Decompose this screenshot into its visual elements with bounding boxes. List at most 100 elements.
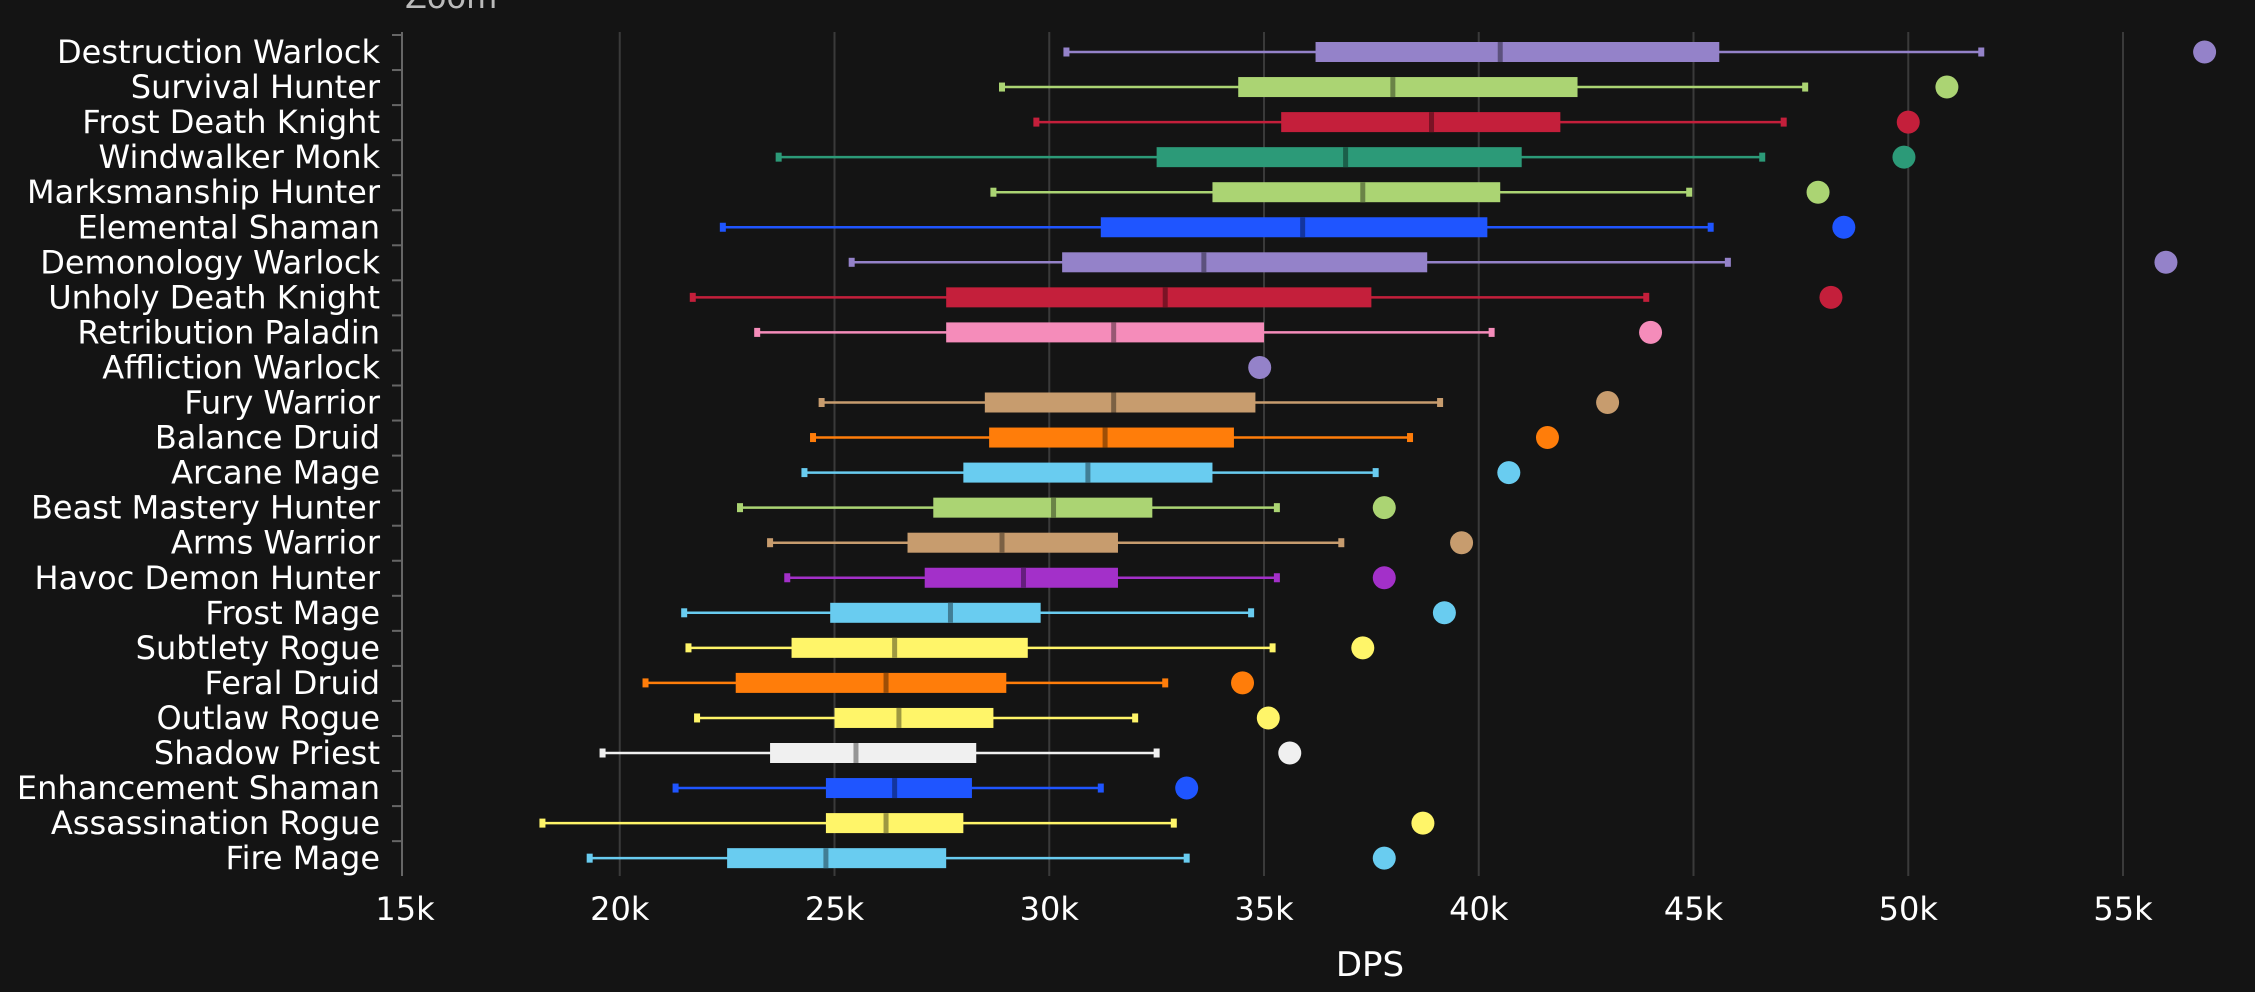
iqr-box bbox=[1100, 217, 1488, 238]
whisker-min-cap bbox=[586, 853, 593, 863]
top-parse-dot bbox=[1175, 776, 1199, 800]
category-label: Subtlety Rogue bbox=[136, 629, 380, 667]
top-parse-dot bbox=[1231, 671, 1255, 695]
median-marker bbox=[947, 602, 953, 623]
category-label: Havoc Demon Hunter bbox=[35, 559, 381, 597]
top-parse-dot bbox=[1819, 285, 1843, 309]
median-marker bbox=[1111, 322, 1117, 343]
whisker-max-cap bbox=[1488, 327, 1495, 337]
category-label: Shadow Priest bbox=[154, 734, 380, 772]
whisker-max-cap bbox=[1724, 257, 1731, 267]
x-tick-label: 40k bbox=[1449, 890, 1509, 928]
iqr-box bbox=[1062, 252, 1428, 273]
category-label: Affliction Warlock bbox=[102, 348, 380, 386]
category-label: Retribution Paladin bbox=[77, 313, 380, 351]
whisker-min-cap bbox=[681, 608, 688, 618]
whisker-min-cap bbox=[775, 152, 782, 162]
whisker-min-cap bbox=[801, 468, 808, 478]
top-parse-dot bbox=[1892, 145, 1916, 169]
top-parse-dot bbox=[1596, 391, 1620, 414]
iqr-box bbox=[1212, 182, 1501, 203]
gridlines bbox=[618, 32, 2124, 876]
whisker-max-cap bbox=[1170, 818, 1177, 828]
category-label: Fury Warrior bbox=[184, 384, 381, 422]
top-parse-dot bbox=[1935, 75, 1959, 99]
median-marker bbox=[892, 637, 898, 658]
category-label: Beast Mastery Hunter bbox=[31, 489, 381, 527]
median-marker bbox=[999, 532, 1005, 553]
iqr-box bbox=[735, 672, 1007, 693]
whisker-max-cap bbox=[1338, 538, 1345, 548]
top-parse-dot bbox=[1450, 531, 1474, 555]
median-marker bbox=[1162, 287, 1168, 308]
category-label: Survival Hunter bbox=[131, 68, 381, 106]
category-label: Fire Mage bbox=[226, 839, 381, 877]
top-parse-dot bbox=[1896, 110, 1920, 134]
median-marker bbox=[1429, 112, 1435, 133]
whisker-max-cap bbox=[1437, 398, 1444, 407]
median-marker bbox=[1020, 567, 1026, 588]
whisker-max-cap bbox=[1372, 468, 1379, 478]
whisker-max-cap bbox=[1153, 748, 1160, 758]
whisker-min-cap bbox=[810, 433, 817, 443]
x-axis-title: DPS bbox=[1336, 945, 1404, 985]
top-parse-dot bbox=[2193, 40, 2217, 64]
category-label: Assassination Rogue bbox=[51, 804, 380, 842]
top-parse-dot bbox=[1411, 811, 1435, 835]
median-marker bbox=[1085, 462, 1091, 483]
whisker-min-cap bbox=[990, 187, 997, 197]
whisker-max-cap bbox=[1269, 643, 1276, 653]
x-tick-label: 30k bbox=[1020, 890, 1080, 928]
category-label: Balance Druid bbox=[155, 419, 380, 457]
category-label: Elemental Shaman bbox=[78, 208, 380, 246]
median-marker bbox=[1343, 147, 1349, 168]
category-label: Arms Warrior bbox=[171, 524, 381, 562]
top-parse-dot bbox=[1248, 355, 1272, 379]
iqr-box bbox=[834, 707, 994, 728]
x-tick-label: 50k bbox=[1879, 890, 1939, 928]
whisker-min-cap bbox=[539, 818, 546, 828]
whisker-min-cap bbox=[719, 222, 726, 232]
whisker-max-cap bbox=[1183, 853, 1190, 863]
iqr-box bbox=[946, 322, 1264, 343]
iqr-box bbox=[984, 392, 1256, 413]
category-label: Unholy Death Knight bbox=[48, 278, 380, 316]
category-label: Enhancement Shaman bbox=[17, 769, 380, 807]
median-marker bbox=[892, 778, 898, 799]
top-parse-dot bbox=[1639, 320, 1663, 344]
x-tick-label: 55k bbox=[2093, 890, 2153, 928]
iqr-box bbox=[1156, 147, 1522, 168]
whisker-max-cap bbox=[1707, 222, 1714, 232]
whisker-max-cap bbox=[1780, 117, 1787, 127]
top-parse-dot bbox=[1372, 846, 1396, 870]
whisker-min-cap bbox=[767, 538, 774, 548]
whisker-min-cap bbox=[754, 327, 761, 337]
whisker-min-cap bbox=[818, 398, 825, 407]
zoom-label[interactable]: Zoom bbox=[405, 0, 497, 16]
top-parse-dot bbox=[2154, 250, 2178, 274]
x-tick-label: 25k bbox=[805, 890, 865, 928]
top-parse-dot bbox=[1372, 496, 1396, 520]
iqr-box bbox=[946, 287, 1372, 308]
whisker-max-cap bbox=[1162, 678, 1169, 688]
x-tick-label: 20k bbox=[590, 890, 650, 928]
plot-marks bbox=[539, 40, 2217, 870]
top-parse-dot bbox=[1372, 566, 1396, 590]
whisker-min-cap bbox=[784, 573, 791, 583]
median-marker bbox=[1360, 182, 1366, 203]
whisker-max-cap bbox=[1686, 187, 1693, 197]
category-label: Frost Death Knight bbox=[82, 103, 380, 141]
category-label: Frost Mage bbox=[205, 594, 380, 632]
median-marker bbox=[1051, 497, 1057, 518]
iqr-box bbox=[933, 497, 1153, 518]
top-parse-dot bbox=[1497, 461, 1521, 485]
top-parse-dot bbox=[1256, 706, 1280, 730]
iqr-box bbox=[791, 637, 1028, 658]
category-label: Demonology Warlock bbox=[40, 243, 380, 281]
whisker-min-cap bbox=[737, 503, 744, 513]
iqr-box bbox=[1281, 112, 1561, 133]
category-label: Feral Druid bbox=[205, 664, 380, 702]
whisker-max-cap bbox=[1802, 82, 1809, 92]
